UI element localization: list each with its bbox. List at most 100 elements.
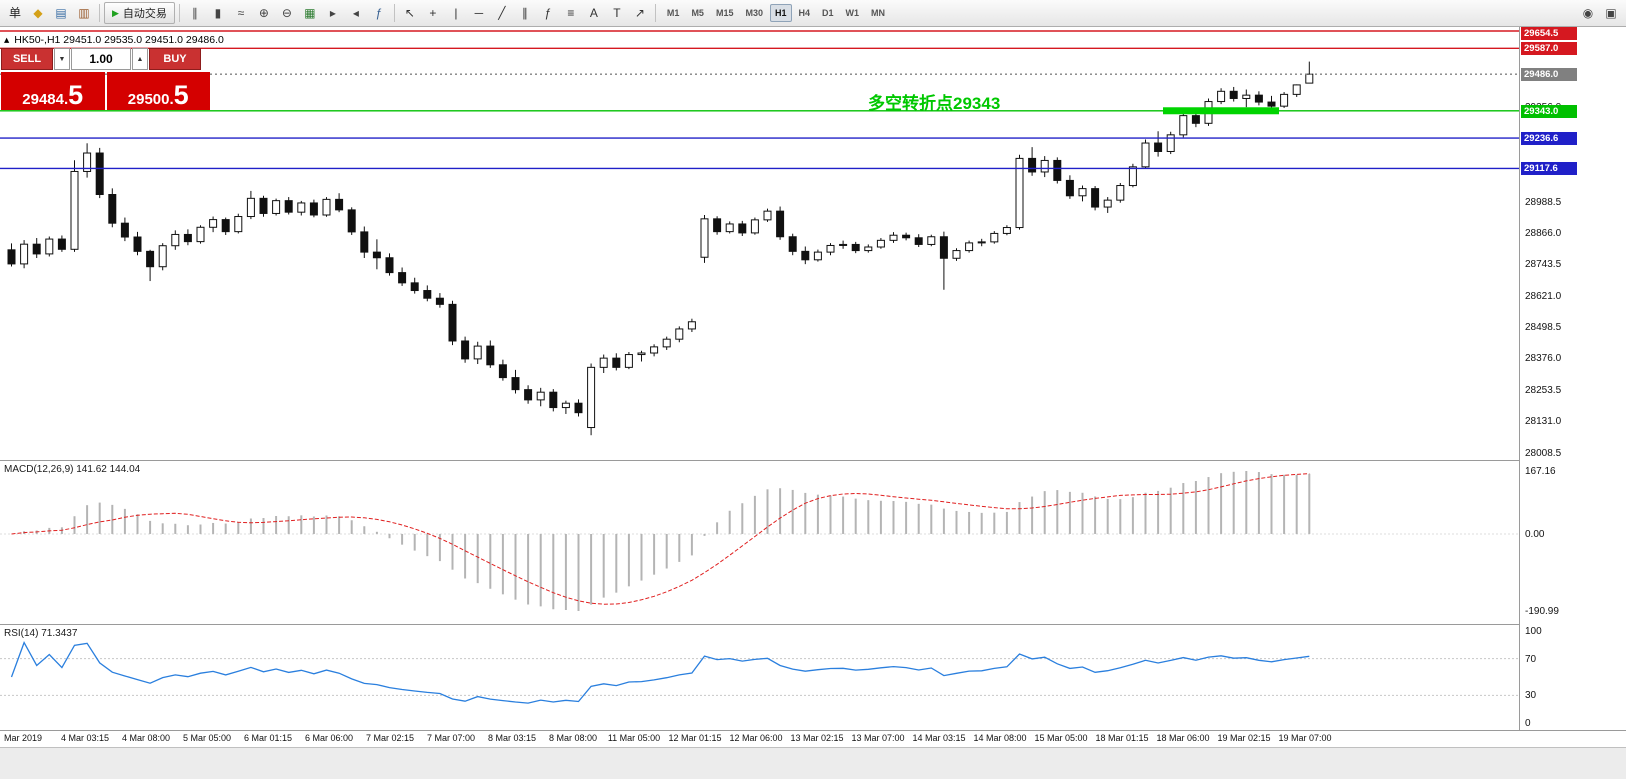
support-highlight-segment[interactable] bbox=[1163, 107, 1279, 115]
price-tag: 29117.6 bbox=[1521, 162, 1577, 176]
autotrading-label: 自动交易 bbox=[122, 8, 167, 20]
time-label: 14 Mar 03:15 bbox=[912, 733, 966, 743]
toolbar-separator bbox=[654, 4, 656, 22]
profiles-icon[interactable]: ◆ bbox=[33, 6, 43, 20]
toolbar-separator bbox=[393, 4, 395, 22]
timeframe-m15[interactable]: M15 bbox=[715, 8, 734, 18]
price-axis-label: 28498.5 bbox=[1525, 322, 1562, 334]
line-chart-icon[interactable]: ≈ bbox=[237, 6, 245, 20]
time-label: 18 Mar 01:15 bbox=[1095, 733, 1149, 743]
time-label: 18 Mar 06:00 bbox=[1156, 733, 1210, 743]
new-order-icon[interactable]: 单 bbox=[8, 6, 21, 20]
time-label: 19 Mar 07:00 bbox=[1278, 733, 1332, 743]
price-axis-label: 28988.5 bbox=[1525, 196, 1562, 208]
shapes-icon[interactable]: ≡ bbox=[567, 6, 575, 20]
timeframe-h1[interactable]: H1 bbox=[769, 4, 792, 22]
sell-price-display[interactable]: 29484. 5 bbox=[1, 72, 105, 110]
price-tag: 29587.0 bbox=[1521, 42, 1577, 56]
rsi-panel[interactable]: RSI(14) 71.3437 bbox=[0, 625, 1519, 731]
one-click-collapse-icon[interactable]: ▴ bbox=[4, 34, 10, 46]
price-tag: 29343.0 bbox=[1521, 104, 1577, 118]
toolbar-separator bbox=[178, 4, 180, 22]
buy-price-main: 29500. bbox=[127, 91, 174, 108]
cursor-icon[interactable]: ↖ bbox=[404, 6, 415, 20]
horizontal-line-icon[interactable]: ─ bbox=[474, 6, 484, 20]
macd-axis-min: -190.99 bbox=[1525, 606, 1559, 617]
crosshair-icon[interactable]: + bbox=[429, 6, 437, 20]
price-axis[interactable]: 29356.028988.528866.028743.528621.028498… bbox=[1519, 27, 1626, 731]
bar-chart-icon[interactable]: ∥ bbox=[191, 6, 198, 20]
macd-signal-line bbox=[11, 473, 1310, 605]
data-window-icon[interactable]: ▥ bbox=[78, 6, 90, 20]
price-axis-label: 28376.0 bbox=[1525, 353, 1562, 365]
time-label: 19 Mar 02:15 bbox=[1217, 733, 1271, 743]
new-window-icon[interactable]: ▣ bbox=[1605, 6, 1617, 20]
time-label: 6 Mar 06:00 bbox=[304, 733, 354, 743]
one-click-trading-panel: SELL ▼ ▲ BUY 29484. 5 29500. 5 bbox=[1, 48, 210, 110]
candlestick-chart-icon[interactable]: ▮ bbox=[214, 6, 222, 20]
timeframe-m30[interactable]: M30 bbox=[745, 8, 763, 18]
equidistant-channel-icon[interactable]: ∥ bbox=[521, 6, 528, 20]
macd-axis-zero: 0.00 bbox=[1525, 528, 1545, 540]
market-watch-icon[interactable]: ▤ bbox=[55, 6, 67, 20]
time-label: 12 Mar 06:00 bbox=[729, 733, 783, 743]
buy-button[interactable]: BUY bbox=[149, 48, 201, 70]
timeframe-d1[interactable]: D1 bbox=[822, 8, 834, 18]
timeframe-w1[interactable]: W1 bbox=[845, 8, 860, 18]
sell-button[interactable]: SELL bbox=[1, 48, 53, 70]
time-label: 5 Mar 05:00 bbox=[182, 733, 232, 743]
zoom-in-icon[interactable]: ⊕ bbox=[258, 6, 269, 20]
rsi-line bbox=[10, 641, 1310, 704]
timeframe-m5[interactable]: M5 bbox=[691, 8, 704, 18]
time-label: 13 Mar 02:15 bbox=[790, 733, 844, 743]
autotrading-play-icon: ▶ bbox=[112, 7, 119, 18]
indicators-icon[interactable]: ƒ bbox=[375, 6, 383, 20]
tile-windows-icon[interactable]: ▦ bbox=[304, 6, 316, 20]
buy-price-display[interactable]: 29500. 5 bbox=[106, 72, 210, 110]
volume-increase-icon[interactable]: ▲ bbox=[132, 48, 148, 70]
text-icon[interactable]: A bbox=[589, 6, 598, 20]
fibonacci-icon[interactable]: ƒ bbox=[544, 6, 552, 20]
trendline-icon[interactable]: ╱ bbox=[498, 6, 506, 20]
macd-histogram bbox=[23, 471, 1311, 611]
macd-chart bbox=[0, 471, 1519, 611]
timeframe-h4[interactable]: H4 bbox=[798, 8, 811, 18]
timeframe-m1[interactable]: M1 bbox=[666, 8, 680, 18]
macd-panel[interactable]: MACD(12,26,9) 141.62 144.04 bbox=[0, 461, 1519, 625]
autotrading-button[interactable]: ▶ 自动交易 bbox=[104, 2, 175, 24]
rsi-axis-label: 0 bbox=[1525, 718, 1531, 729]
rsi-axis-label: 100 bbox=[1525, 626, 1542, 637]
macd-label: MACD(12,26,9) 141.62 144.04 bbox=[4, 464, 141, 475]
price-chart-panel[interactable]: ▴ HK50-,H1 29451.0 29535.0 29451.0 29486… bbox=[0, 27, 1519, 461]
candlestick-chart[interactable] bbox=[0, 27, 1519, 461]
auto-scroll-icon[interactable]: ▸ bbox=[329, 6, 336, 20]
time-label: 4 Mar 08:00 bbox=[121, 733, 171, 743]
time-label: 8 Mar 08:00 bbox=[548, 733, 598, 743]
chart-window: ▴ HK50-,H1 29451.0 29535.0 29451.0 29486… bbox=[0, 27, 1626, 779]
time-label: 7 Mar 07:00 bbox=[426, 733, 476, 743]
price-axis-label: 28008.5 bbox=[1525, 447, 1562, 459]
search-icon[interactable]: ◉ bbox=[1582, 6, 1594, 20]
time-label: 11 Mar 05:00 bbox=[607, 733, 661, 743]
time-axis[interactable]: Mar 2019 4 Mar 03:15 4 Mar 08:00 5 Mar 05:0… bbox=[0, 731, 1626, 747]
rsi-label: RSI(14) 71.3437 bbox=[4, 628, 78, 639]
arrow-tools-icon[interactable]: ↗ bbox=[634, 6, 645, 20]
price-axis-label: 28743.5 bbox=[1525, 259, 1562, 271]
time-label: Mar 2019 bbox=[4, 733, 43, 743]
time-label: 12 Mar 01:15 bbox=[668, 733, 722, 743]
chart-shift-icon[interactable]: ◂ bbox=[352, 6, 359, 20]
volume-dropdown-icon[interactable]: ▼ bbox=[54, 48, 70, 70]
symbol-ohlc-text: HK50-,H1 29451.0 29535.0 29451.0 29486.0 bbox=[14, 34, 224, 46]
sell-price-big-digit: 5 bbox=[68, 80, 84, 111]
candlestick-series bbox=[7, 61, 1314, 436]
price-axis-label: 28866.0 bbox=[1525, 227, 1562, 239]
text-label-icon[interactable]: T bbox=[613, 6, 621, 20]
volume-input[interactable] bbox=[71, 48, 131, 70]
timeframe-mn[interactable]: MN bbox=[871, 8, 886, 18]
toolbar-separator bbox=[99, 4, 100, 22]
zoom-out-icon[interactable]: ⊖ bbox=[281, 6, 292, 20]
vertical-line-icon[interactable]: | bbox=[454, 6, 458, 20]
rsi-axis-label: 70 bbox=[1525, 653, 1537, 665]
time-label: 13 Mar 07:00 bbox=[851, 733, 905, 743]
price-axis-label: 28621.0 bbox=[1525, 290, 1562, 302]
